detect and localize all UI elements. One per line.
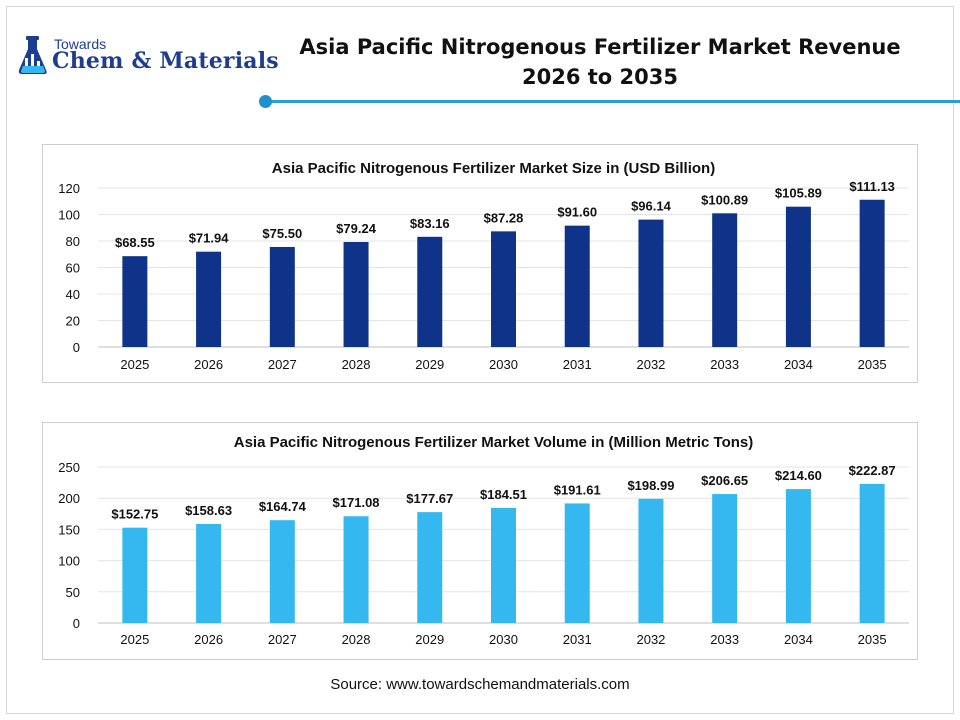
data-label: $96.14 <box>631 199 672 214</box>
x-tick-label: 2028 <box>342 632 371 647</box>
bar-2034 <box>785 489 811 623</box>
x-tick-label: 2025 <box>120 632 149 647</box>
revenue-chart-panel: Asia Pacific Nitrogenous Fertilizer Mark… <box>42 144 918 383</box>
data-label: $198.99 <box>627 478 674 493</box>
source-note: Source: www.towardschemandmaterials.com <box>330 676 630 693</box>
bar-2026 <box>196 524 222 623</box>
data-label: $191.61 <box>554 482 601 497</box>
x-tick-label: 2034 <box>784 357 813 372</box>
x-tick-label: 2028 <box>342 357 371 372</box>
data-label: $171.08 <box>333 495 380 510</box>
bar-2035 <box>859 199 885 347</box>
bar-2029 <box>417 236 443 347</box>
y-tick-label: 200 <box>58 491 80 506</box>
y-tick-label: 100 <box>58 208 80 223</box>
x-tick-label: 2025 <box>120 357 149 372</box>
x-tick-label: 2031 <box>563 632 592 647</box>
x-tick-label: 2030 <box>489 632 518 647</box>
x-tick-label: 2030 <box>489 357 518 372</box>
data-label: $68.55 <box>115 235 155 250</box>
bar-2030 <box>491 231 516 347</box>
bar-2025 <box>122 256 148 347</box>
x-tick-label: 2032 <box>636 632 665 647</box>
data-label: $87.28 <box>484 210 524 225</box>
data-label: $152.75 <box>111 507 158 522</box>
y-tick-label: 40 <box>66 287 80 302</box>
data-label: $111.13 <box>849 179 895 194</box>
logo-main-text: Chem & Materials <box>52 48 279 74</box>
bar-2029 <box>417 512 443 623</box>
bar-2033 <box>712 213 738 347</box>
x-tick-label: 2026 <box>194 632 223 647</box>
x-tick-label: 2034 <box>784 632 813 647</box>
y-tick-label: 60 <box>66 261 80 276</box>
figure-frame <box>6 6 954 714</box>
bar-2031 <box>564 503 590 623</box>
data-label: $158.63 <box>185 503 232 518</box>
logo-towards-text: Towards <box>54 36 107 52</box>
bar-2027 <box>269 246 295 347</box>
y-tick-label: 20 <box>66 314 80 329</box>
y-tick-label: 100 <box>58 554 80 569</box>
data-label: $105.89 <box>775 186 822 201</box>
data-label: $100.89 <box>701 192 748 207</box>
page-title-line-1: Asia Pacific Nitrogenous Fertilizer Mark… <box>299 35 901 59</box>
revenue-bar-chart: Asia Pacific Nitrogenous Fertilizer Mark… <box>58 160 909 372</box>
data-label: $214.60 <box>775 468 822 483</box>
y-tick-label: 0 <box>73 616 80 631</box>
x-tick-label: 2027 <box>268 357 297 372</box>
bar-2028 <box>343 242 369 347</box>
y-tick-label: 0 <box>73 340 80 355</box>
x-tick-label: 2026 <box>194 357 223 372</box>
y-tick-label: 250 <box>58 460 80 475</box>
page-title: Asia Pacific Nitrogenous Fertilizer Mark… <box>270 32 930 92</box>
bar-2034 <box>785 206 811 347</box>
bar-2035 <box>859 483 885 623</box>
data-label: $75.50 <box>262 226 302 241</box>
y-tick-label: 80 <box>66 234 80 249</box>
flask-logo-icon <box>18 36 47 74</box>
bar-2027 <box>269 520 295 623</box>
bar-2030 <box>491 507 516 623</box>
chart-title: Asia Pacific Nitrogenous Fertilizer Mark… <box>234 434 754 451</box>
bar-2025 <box>122 527 148 623</box>
x-tick-label: 2029 <box>415 357 444 372</box>
data-label: $91.60 <box>557 205 597 220</box>
y-tick-label: 50 <box>66 585 80 600</box>
bar-2031 <box>564 225 590 347</box>
bar-2032 <box>638 498 664 623</box>
x-tick-label: 2033 <box>710 357 739 372</box>
brand-logo: Towards Chem & Materials <box>16 34 279 78</box>
data-label: $71.94 <box>189 231 230 246</box>
data-label: $222.87 <box>849 463 896 478</box>
y-tick-label: 150 <box>58 522 80 537</box>
y-tick-label: 120 <box>58 181 80 196</box>
bar-2028 <box>343 516 369 623</box>
bar-2026 <box>196 251 222 347</box>
x-tick-label: 2035 <box>858 357 887 372</box>
chart-title: Asia Pacific Nitrogenous Fertilizer Mark… <box>272 160 715 177</box>
title-accent-line <box>270 100 960 103</box>
volume-chart-panel: Asia Pacific Nitrogenous Fertilizer Mark… <box>42 422 918 660</box>
x-tick-label: 2033 <box>710 632 739 647</box>
x-tick-label: 2029 <box>415 632 444 647</box>
page-title-line-2: 2026 to 2035 <box>522 65 678 89</box>
volume-bar-chart: Asia Pacific Nitrogenous Fertilizer Mark… <box>58 434 909 647</box>
data-label: $177.67 <box>406 491 453 506</box>
data-label: $79.24 <box>336 221 377 236</box>
data-label: $83.16 <box>410 216 450 231</box>
bar-2033 <box>712 494 738 623</box>
data-label: $184.51 <box>480 487 527 502</box>
bar-2032 <box>638 219 664 347</box>
x-tick-label: 2032 <box>636 357 665 372</box>
x-tick-label: 2035 <box>858 632 887 647</box>
title-accent-dot <box>259 95 272 108</box>
x-tick-label: 2027 <box>268 632 297 647</box>
data-label: $164.74 <box>259 499 307 514</box>
x-tick-label: 2031 <box>563 357 592 372</box>
data-label: $206.65 <box>701 473 748 488</box>
